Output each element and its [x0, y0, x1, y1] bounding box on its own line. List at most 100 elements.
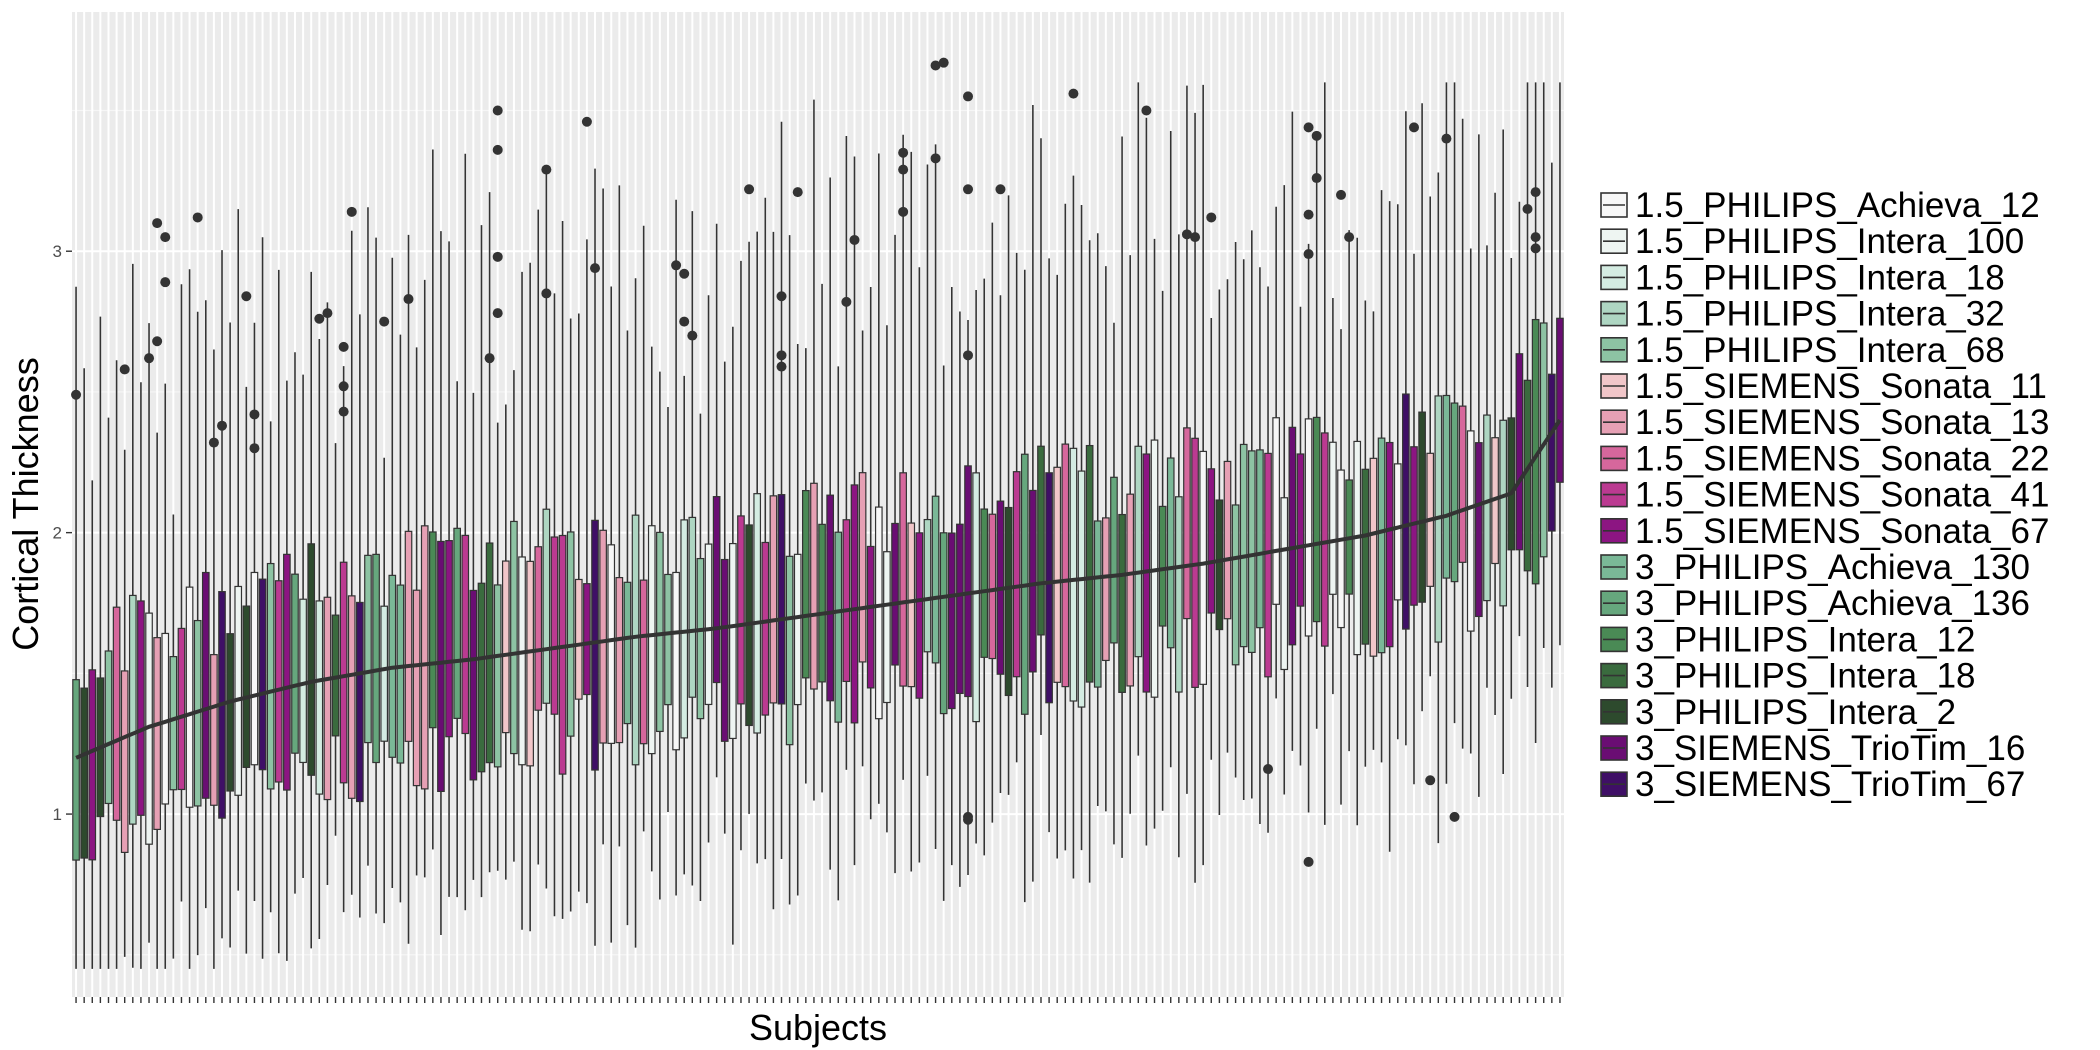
box	[1264, 452, 1272, 678]
outlier-point	[687, 330, 698, 341]
box	[104, 650, 113, 805]
box	[1337, 469, 1345, 629]
box	[291, 573, 299, 754]
box	[1012, 471, 1021, 678]
box	[1134, 445, 1143, 658]
box	[891, 522, 899, 666]
box	[761, 541, 770, 716]
legend-label: 3_PHILIPS_Intera_2	[1635, 693, 1956, 732]
outlier-point	[1441, 133, 1452, 144]
box	[201, 571, 210, 799]
box	[664, 573, 672, 706]
box	[777, 494, 786, 705]
outlier-point	[144, 353, 155, 364]
box	[672, 571, 680, 751]
box	[712, 496, 721, 684]
legend-item: 1.5_PHILIPS_Intera_18	[1600, 258, 2005, 297]
outlier-point	[249, 443, 260, 454]
legend-label: 1.5_PHILIPS_Intera_100	[1635, 222, 2024, 261]
box	[518, 556, 526, 766]
box	[574, 578, 583, 700]
box	[680, 519, 689, 739]
outlier-point	[1336, 189, 1347, 200]
outlier-point	[1425, 775, 1436, 786]
outlier-point	[160, 277, 171, 288]
box	[793, 553, 802, 706]
median-line	[75, 418, 1562, 760]
box	[1312, 416, 1321, 623]
box	[550, 536, 559, 715]
legend-item: 1.5_PHILIPS_Intera_32	[1600, 295, 2005, 334]
box	[1369, 457, 1378, 657]
box	[1037, 445, 1045, 636]
box	[396, 584, 405, 764]
box	[1093, 520, 1102, 688]
box	[258, 578, 267, 771]
box	[834, 531, 843, 723]
outlier-point	[1449, 811, 1460, 822]
legend-item: 3_PHILIPS_Intera_12	[1600, 620, 1976, 659]
outlier-point	[898, 147, 909, 158]
box	[1118, 513, 1126, 693]
box	[1393, 463, 1402, 601]
legend-label: 1.5_SIEMENS_Sonata_41	[1635, 476, 2049, 515]
box	[866, 545, 875, 689]
box	[1353, 440, 1362, 656]
outlier-point	[1522, 204, 1533, 214]
outlier-point	[379, 316, 390, 327]
box	[1329, 441, 1337, 595]
box	[1061, 443, 1070, 688]
box	[850, 484, 859, 724]
box	[1402, 393, 1410, 630]
box	[1126, 493, 1135, 687]
box	[1475, 442, 1483, 618]
x-ticks	[75, 997, 1561, 1003]
box	[469, 589, 478, 781]
y-axis-title: Cortical Thickness	[5, 357, 46, 650]
box	[1296, 453, 1305, 607]
box	[591, 519, 599, 771]
outlier-point	[1303, 856, 1314, 867]
box	[947, 532, 956, 710]
outlier-point	[249, 409, 260, 420]
legend-label: 3_PHILIPS_Intera_12	[1635, 620, 1976, 659]
legend-label: 3_PHILIPS_Intera_18	[1635, 657, 1976, 696]
legend-item: 3_PHILIPS_Intera_2	[1600, 693, 1956, 732]
box	[1247, 450, 1256, 654]
box	[153, 637, 161, 830]
outlier-point	[152, 336, 163, 347]
box	[364, 554, 372, 744]
box	[307, 543, 316, 776]
box	[1515, 353, 1524, 551]
outlier-point	[71, 389, 82, 400]
box	[1215, 499, 1224, 631]
box	[615, 577, 624, 744]
outlier-point	[403, 294, 414, 305]
legend-item: 1.5_PHILIPS_Intera_68	[1600, 331, 2005, 370]
outlier-point	[1263, 764, 1274, 775]
box	[526, 560, 534, 767]
box	[980, 508, 989, 658]
box	[283, 553, 291, 791]
outlier-point	[1190, 232, 1201, 243]
outlier-point	[241, 291, 252, 302]
box	[477, 582, 486, 773]
outlier-point	[776, 291, 787, 302]
box	[785, 555, 794, 746]
outlier-point	[1206, 212, 1217, 223]
box	[818, 523, 826, 683]
box	[1174, 496, 1183, 693]
legend-label: 3_SIEMENS_TrioTim_16	[1635, 729, 2025, 768]
outlier-point	[1303, 209, 1314, 220]
outlier-point	[590, 263, 601, 274]
box	[988, 513, 997, 660]
legend: 1.5_PHILIPS_Achieva_121.5_PHILIPS_Intera…	[1600, 186, 2049, 804]
outlier-point	[338, 406, 349, 417]
box	[112, 606, 121, 821]
box	[1499, 419, 1508, 607]
box	[72, 679, 80, 861]
box	[1556, 317, 1564, 483]
box	[1458, 405, 1467, 563]
outlier-point	[322, 308, 333, 319]
outlier-point	[541, 288, 552, 299]
